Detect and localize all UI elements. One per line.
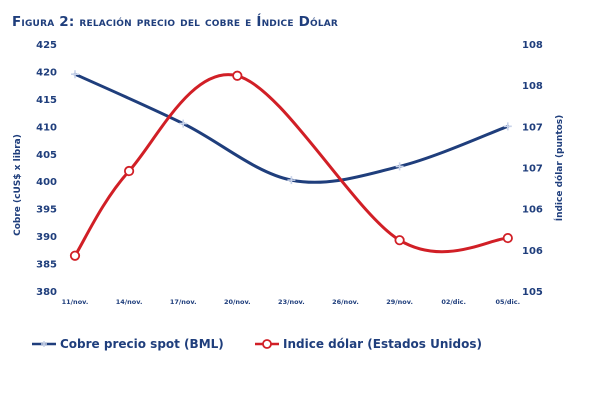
data-point: [394, 235, 405, 246]
data-point: [232, 70, 243, 81]
data-point: [395, 162, 404, 171]
data-point: [124, 165, 135, 177]
x-tick-label: 05/dic.: [495, 298, 520, 306]
data-point: [502, 232, 513, 244]
series-line: [73, 72, 510, 184]
x-tick-label: 20/nov.: [224, 298, 251, 306]
x-tick-label: 11/nov.: [62, 298, 89, 306]
x-tick-label: 02/dic.: [441, 298, 466, 306]
left-tick-label: 410: [36, 122, 57, 133]
left-tick-label: 385: [36, 260, 57, 271]
data-point: [69, 250, 81, 261]
legend-label: Cobre precio spot (BML): [60, 337, 224, 351]
right-axis-ticks: 105 106 106 107 107 108 108: [522, 40, 543, 298]
legend-marker: [262, 339, 272, 349]
legend-marker: [41, 341, 47, 347]
right-tick-label: 107: [522, 164, 543, 175]
left-axis-ticks: 380 385 390 395 400 405 410 415 420 425: [36, 40, 57, 298]
x-tick-label: 29/nov.: [386, 298, 413, 306]
right-tick-label: 106: [522, 205, 543, 216]
x-tick-label: 26/nov.: [332, 298, 359, 306]
left-tick-label: 395: [36, 205, 57, 216]
right-axis-title: Índice dólar (puntos): [553, 115, 565, 222]
left-axis-title: Cobre (cUS$ x libra): [13, 134, 23, 236]
right-tick-label: 108: [522, 81, 543, 92]
legend: Cobre precio spot (BML) Indice dólar (Est…: [32, 337, 482, 351]
left-tick-label: 380: [36, 287, 57, 298]
left-tick-label: 405: [36, 150, 57, 161]
right-tick-label: 106: [522, 246, 543, 257]
legend-label: Indice dólar (Estados Unidos): [283, 337, 482, 351]
left-tick-label: 400: [36, 177, 57, 188]
x-tick-label: 14/nov.: [116, 298, 143, 306]
data-point: [287, 176, 296, 185]
figure-title: Figura 2: relación precio del cobre e Ín…: [12, 14, 339, 30]
right-tick-label: 107: [522, 122, 543, 133]
left-tick-label: 390: [36, 232, 57, 243]
left-tick-label: 415: [36, 95, 57, 106]
data-point: [179, 119, 188, 128]
left-tick-label: 425: [36, 40, 57, 51]
left-tick-label: 420: [36, 67, 57, 78]
right-tick-label: 108: [522, 40, 543, 51]
x-tick-label: 23/nov.: [278, 298, 305, 306]
series-layer: [69, 70, 513, 261]
data-point: [503, 122, 512, 131]
x-axis-ticks: 11/nov. 14/nov. 17/nov. 20/nov. 23/nov. 26/no…: [62, 298, 520, 306]
x-tick-label: 17/nov.: [170, 298, 197, 306]
right-tick-label: 105: [522, 287, 543, 298]
data-point: [71, 70, 79, 79]
